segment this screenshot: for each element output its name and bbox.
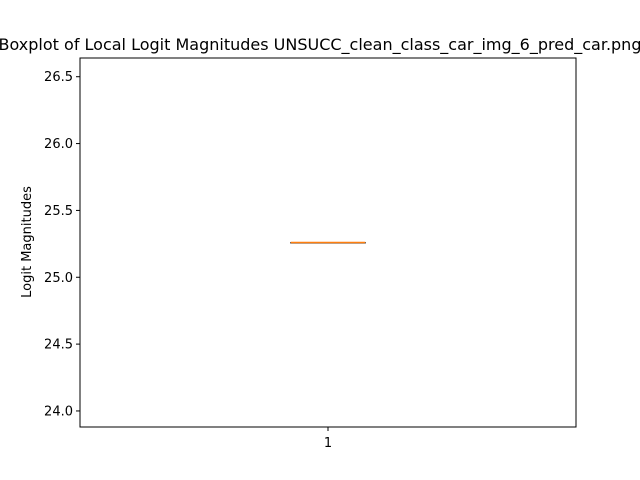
y-tick-label: 25.5 bbox=[44, 204, 73, 219]
boxes-layer bbox=[290, 241, 366, 244]
ticks-layer: 24.0 24.5 25.0 25.5 26.0 26.5 1 bbox=[44, 70, 332, 451]
plot-area-frame bbox=[79, 57, 577, 428]
y-axis-label: Logit Magnitudes bbox=[20, 186, 35, 298]
x-tick-label: 1 bbox=[324, 436, 332, 451]
y-tick-label: 24.5 bbox=[44, 338, 73, 353]
y-tick-label: 26.5 bbox=[44, 70, 73, 85]
y-tick-label: 26.0 bbox=[44, 137, 73, 152]
y-tick-label: 25.0 bbox=[44, 271, 73, 286]
y-tick-label: 24.0 bbox=[44, 404, 73, 419]
chart-title: Boxplot of Local Logit Magnitudes UNSUCC… bbox=[0, 35, 640, 55]
